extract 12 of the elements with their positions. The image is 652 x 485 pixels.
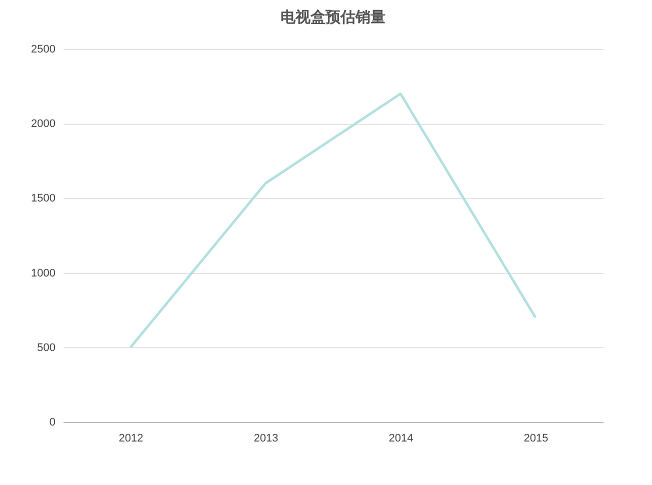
- y-tick-label: 2500: [31, 44, 56, 56]
- y-tick-label: 500: [37, 342, 56, 354]
- x-tick-label: 2012: [118, 432, 144, 444]
- x-tick-label: 2013: [254, 432, 278, 444]
- y-tick-label: 1500: [31, 192, 56, 205]
- y-tick-label: 1000: [31, 267, 56, 280]
- x-tick-label: 2014: [388, 432, 414, 444]
- y-tick-label: 0: [49, 416, 56, 428]
- line-series: [129, 92, 537, 349]
- chart-title: 电视盒预估销量: [280, 9, 386, 26]
- x-tick-label: 2015: [524, 432, 548, 444]
- y-tick-label: 2000: [31, 118, 56, 130]
